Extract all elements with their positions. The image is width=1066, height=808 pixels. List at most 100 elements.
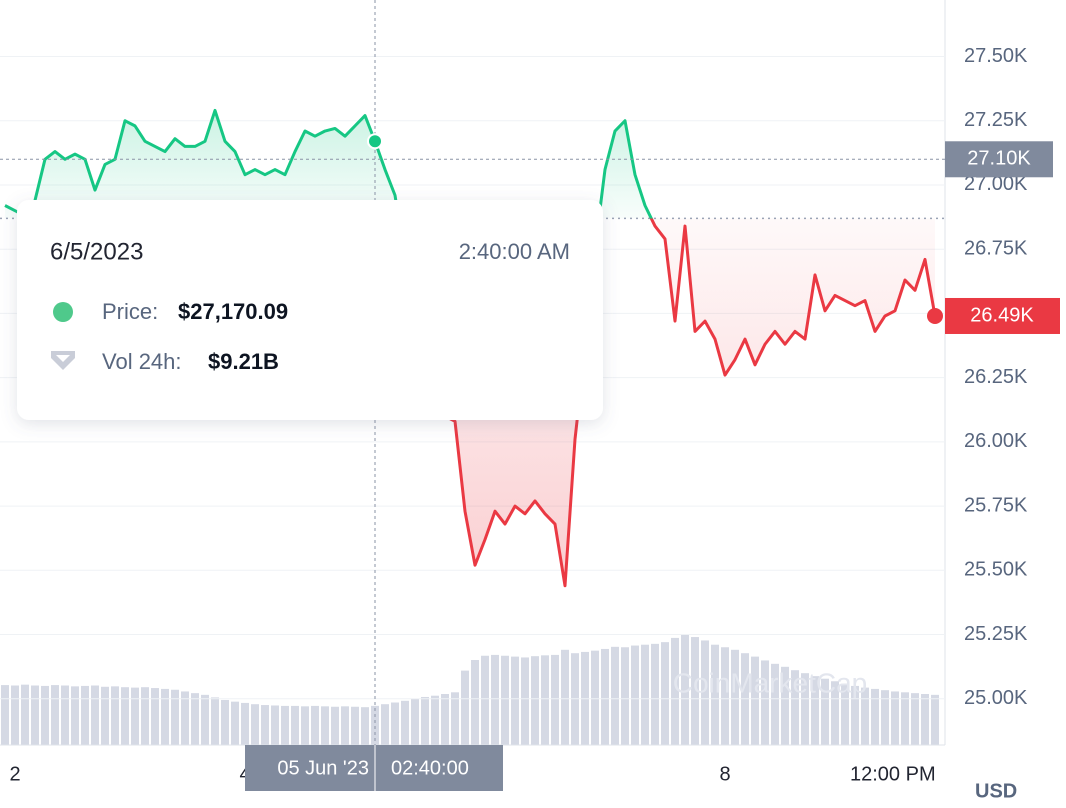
volume-bar xyxy=(241,702,249,745)
volume-bar xyxy=(261,705,269,745)
volume-bar xyxy=(121,687,129,745)
y-tick-label: 25.50K xyxy=(964,559,1028,581)
volume-bar xyxy=(551,654,559,745)
volume-bar xyxy=(831,681,839,745)
volume-bar xyxy=(541,655,549,745)
crosshair-time: 02:40:00 xyxy=(391,757,469,779)
volume-bar xyxy=(251,704,259,745)
volume-bar xyxy=(841,683,849,745)
volume-value: $9.21B xyxy=(208,349,279,374)
price-label: Price: xyxy=(102,299,158,324)
volume-bar xyxy=(481,655,489,745)
volume-bar xyxy=(561,649,569,745)
x-tick-label: 8 xyxy=(719,763,730,785)
y-tick-label: 25.00K xyxy=(964,687,1028,709)
volume-bar xyxy=(421,696,429,745)
volume-bar xyxy=(211,697,219,745)
volume-bar xyxy=(511,656,519,745)
volume-bar xyxy=(601,648,609,745)
y-tick-label: 27.00K xyxy=(964,173,1028,195)
last-price-box xyxy=(945,297,1060,334)
tooltip: 6/5/2023 2:40:00 AM Price: $27,170.09 Vo… xyxy=(17,200,603,420)
volume-bar xyxy=(491,654,499,745)
tooltip-box xyxy=(17,200,603,420)
volume-bar xyxy=(441,694,449,745)
volume-bar xyxy=(771,663,779,745)
y-tick-label: 26.00K xyxy=(964,430,1028,452)
volume-bar xyxy=(801,673,809,745)
price-line xyxy=(4,108,937,588)
last-dot xyxy=(927,307,943,324)
volume-bar xyxy=(431,695,439,745)
volume-bar xyxy=(31,685,39,745)
y-tick-label: 25.25K xyxy=(964,623,1028,645)
volume-bar xyxy=(851,685,859,745)
volume-bar xyxy=(391,702,399,745)
volume-bar xyxy=(281,705,289,745)
volume-bar xyxy=(341,706,349,745)
y-unit: USD xyxy=(975,780,1017,802)
volume-bar xyxy=(381,704,389,745)
hover-dot xyxy=(367,133,383,150)
label-layer: 25.00K25.25K25.50K25.75K26.00K26.25K26.5… xyxy=(9,45,1060,802)
volume-bar xyxy=(21,684,29,745)
crosshair-date: 05 Jun '23 xyxy=(277,757,369,779)
volume-bar xyxy=(711,644,719,745)
volume-bar xyxy=(531,656,539,745)
volume-bar xyxy=(191,693,199,745)
volume-bar xyxy=(891,691,899,745)
y-tick-label: 27.25K xyxy=(964,109,1028,131)
volume-icon-inner xyxy=(56,355,70,362)
volume-bar xyxy=(291,705,299,745)
y-tick-label: 27.50K xyxy=(964,45,1028,67)
volume-bar xyxy=(651,643,659,745)
volume-bar xyxy=(411,698,419,745)
volume-bar xyxy=(811,676,819,745)
crosshair-price-box xyxy=(945,141,1053,178)
volume-bar xyxy=(271,705,279,745)
crosshair-date-box xyxy=(245,745,503,791)
volume-bar xyxy=(681,634,689,745)
volume-bar xyxy=(721,647,729,745)
crosshair-price-label: 27.10K xyxy=(967,148,1031,170)
volume-bar xyxy=(501,655,509,745)
volume-bar xyxy=(51,685,59,745)
volume-bar xyxy=(631,645,639,745)
volume-bar xyxy=(751,656,759,745)
volume-bar xyxy=(401,700,409,745)
x-tick-label: 2 xyxy=(9,763,20,785)
tooltip-time: 2:40:00 AM xyxy=(459,239,570,264)
volume-bar xyxy=(781,666,789,745)
volume-bar xyxy=(821,678,829,745)
volume-bar xyxy=(61,685,69,745)
y-tick-label: 25.75K xyxy=(964,494,1028,516)
volume-bar xyxy=(691,637,699,745)
volume-bar xyxy=(131,687,139,745)
volume-bar xyxy=(1,685,9,745)
volume-bar xyxy=(591,650,599,745)
volume-bar xyxy=(661,642,669,745)
volume-bar xyxy=(301,706,309,745)
watermark: CoinMarketCap xyxy=(673,667,868,698)
volume-bar xyxy=(791,670,799,745)
last-price-label: 26.49K xyxy=(970,304,1034,326)
volume-bar xyxy=(201,694,209,745)
tooltip-date: 6/5/2023 xyxy=(50,238,143,265)
volume-bar xyxy=(221,699,229,745)
volume-bar xyxy=(141,687,149,745)
volume-bar xyxy=(351,706,359,745)
volume-layer xyxy=(1,634,939,745)
volume-bar xyxy=(231,701,239,745)
volume-label: Vol 24h: xyxy=(102,349,182,374)
volume-bar xyxy=(641,644,649,745)
y-tick-label: 26.25K xyxy=(964,366,1028,388)
volume-bar xyxy=(101,686,109,745)
y-tick-label: 26.75K xyxy=(964,237,1028,259)
volume-bar xyxy=(901,692,909,745)
volume-bar xyxy=(311,705,319,745)
volume-bar xyxy=(41,685,49,745)
volume-bar xyxy=(161,688,169,745)
volume-bar xyxy=(881,690,889,745)
